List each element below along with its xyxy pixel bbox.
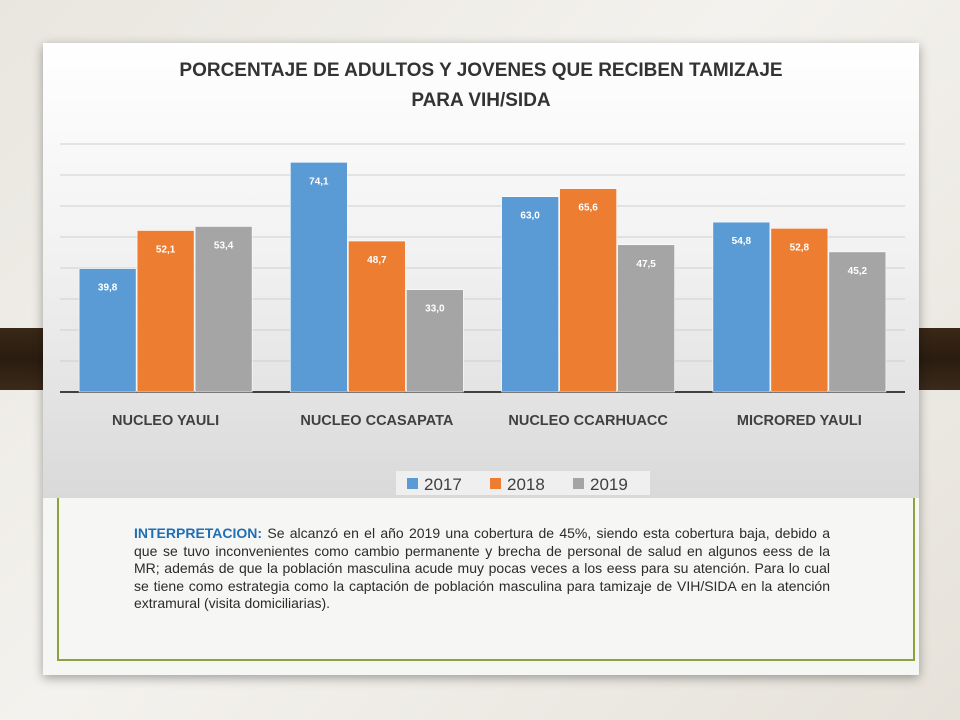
interpretation-text: INTERPRETACION: Se alcanzó en el año 201… <box>134 525 830 613</box>
data-label-2017-1: 39,8 <box>98 283 118 294</box>
interpretation-box <box>57 498 915 661</box>
data-label-2018-4: 52,8 <box>790 242 810 253</box>
data-label-2018-1: 52,1 <box>156 244 176 255</box>
interpretation-body: Se alcanzó en el año 2019 una cobertura … <box>134 525 830 611</box>
category-label-3: NUCLEO CCARHUACC <box>508 413 668 429</box>
bar-2019-4 <box>828 251 887 393</box>
data-label-2017-2: 74,1 <box>309 176 329 187</box>
bar-2019-3 <box>617 244 675 393</box>
bar-2017-1 <box>78 268 137 393</box>
legend-swatch-2018 <box>490 478 501 489</box>
bar-2017-2 <box>290 161 348 393</box>
legend-label-2017: 2017 <box>424 475 462 494</box>
data-label-2019-3: 47,5 <box>636 259 656 270</box>
chart-title-line-2: PARA VIH/SIDA <box>411 90 551 111</box>
data-label-2019-2: 33,0 <box>425 304 445 315</box>
chart-bars <box>78 161 887 393</box>
legend-label-2019: 2019 <box>590 475 628 494</box>
legend-background <box>396 471 650 495</box>
legend-swatch-2017 <box>407 478 418 489</box>
bar-2018-3 <box>559 188 617 393</box>
data-label-2017-4: 54,8 <box>732 236 752 247</box>
chart-category-labels: NUCLEO YAULI NUCLEO CCASAPATA NUCLEO CCARH… <box>112 413 862 429</box>
bar-2018-4 <box>770 228 829 393</box>
category-label-1: NUCLEO YAULI <box>112 413 219 429</box>
bar-2017-4 <box>712 221 771 393</box>
data-label-2017-3: 63,0 <box>520 211 540 222</box>
data-label-2019-4: 45,2 <box>848 266 868 277</box>
data-label-2019-1: 53,4 <box>214 240 234 251</box>
bar-2017-3 <box>501 196 559 393</box>
category-label-2: NUCLEO CCASAPATA <box>300 413 454 429</box>
bar-2018-1 <box>136 230 195 393</box>
chart-title-line-1: PORCENTAJE DE ADULTOS Y JOVENES QUE RECI… <box>179 60 783 81</box>
chart-title: PORCENTAJE DE ADULTOS Y JOVENES QUE RECI… <box>43 56 919 116</box>
data-label-2018-3: 65,6 <box>578 203 598 214</box>
bar-2018-2 <box>348 240 406 393</box>
legend-swatch-2019 <box>573 478 584 489</box>
interpretation-label: INTERPRETACION: <box>134 525 263 541</box>
chart-legend: 2017 2018 2019 <box>396 471 650 495</box>
data-label-2018-2: 48,7 <box>367 255 387 266</box>
bar-2019-1 <box>194 226 253 393</box>
legend-label-2018: 2018 <box>507 475 545 494</box>
bar-2019-2 <box>406 289 464 393</box>
category-label-4: MICRORED YAULI <box>737 413 862 429</box>
chart-data-labels: 39,8 52,1 53,4 74,1 48,7 33,0 63,0 65,6 47,5 54,8… <box>98 176 868 314</box>
